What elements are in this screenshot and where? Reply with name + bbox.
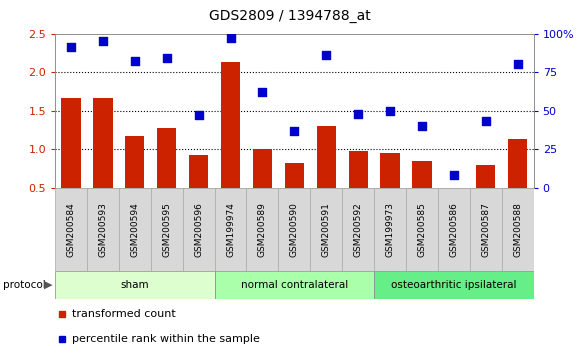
Bar — [374, 271, 534, 299]
Point — [226, 35, 235, 41]
Text: normal contralateral: normal contralateral — [241, 280, 348, 290]
Point — [162, 56, 171, 61]
Bar — [189, 155, 208, 226]
Text: GSM200587: GSM200587 — [481, 202, 490, 257]
Bar — [412, 161, 432, 226]
Point — [481, 119, 490, 124]
Text: GSM200588: GSM200588 — [513, 202, 522, 257]
Text: ▶: ▶ — [44, 280, 52, 290]
Point — [130, 58, 139, 64]
Text: GSM200586: GSM200586 — [450, 202, 458, 257]
Bar — [55, 188, 87, 271]
Bar — [55, 271, 215, 299]
Bar — [246, 188, 278, 271]
Bar — [444, 222, 463, 226]
Bar — [119, 188, 151, 271]
Point — [66, 45, 75, 50]
Text: osteoarthritic ipsilateral: osteoarthritic ipsilateral — [391, 280, 517, 290]
Text: GSM199973: GSM199973 — [386, 202, 394, 257]
Bar — [125, 136, 144, 226]
Text: GSM200590: GSM200590 — [290, 202, 299, 257]
Bar — [317, 126, 336, 226]
Bar — [285, 163, 304, 226]
Bar — [502, 188, 534, 271]
Point — [258, 89, 267, 95]
Bar — [87, 188, 119, 271]
Bar — [374, 188, 406, 271]
Text: GSM200594: GSM200594 — [130, 202, 139, 257]
Text: GSM200591: GSM200591 — [322, 202, 331, 257]
Point — [417, 123, 426, 129]
Bar — [476, 165, 495, 226]
Text: GSM200589: GSM200589 — [258, 202, 267, 257]
Point — [98, 39, 108, 44]
Bar — [183, 188, 215, 271]
Bar — [438, 188, 470, 271]
Point — [449, 172, 458, 178]
Bar — [215, 271, 374, 299]
Point — [353, 111, 362, 116]
Text: protocol: protocol — [3, 280, 46, 290]
Text: percentile rank within the sample: percentile rank within the sample — [72, 333, 260, 344]
Bar — [349, 151, 368, 226]
Bar — [380, 153, 400, 226]
Text: GSM200585: GSM200585 — [418, 202, 426, 257]
Bar — [215, 188, 246, 271]
Bar — [93, 98, 113, 226]
Bar — [406, 188, 438, 271]
Point — [385, 108, 394, 113]
Bar — [342, 188, 374, 271]
Text: GSM200592: GSM200592 — [354, 202, 362, 257]
Bar — [61, 98, 81, 226]
Text: GSM200596: GSM200596 — [194, 202, 203, 257]
Bar — [253, 149, 272, 226]
Text: GDS2809 / 1394788_at: GDS2809 / 1394788_at — [209, 9, 371, 23]
Point — [321, 52, 331, 58]
Bar — [310, 188, 342, 271]
Bar — [508, 139, 527, 226]
Bar — [470, 188, 502, 271]
Point — [513, 62, 522, 67]
Bar — [221, 62, 240, 226]
Point — [194, 113, 203, 118]
Text: GSM200593: GSM200593 — [99, 202, 107, 257]
Bar — [157, 129, 176, 226]
Bar — [278, 188, 310, 271]
Text: GSM200584: GSM200584 — [67, 202, 75, 257]
Text: GSM199974: GSM199974 — [226, 202, 235, 257]
Text: sham: sham — [121, 280, 149, 290]
Point — [289, 128, 299, 133]
Text: transformed count: transformed count — [72, 309, 176, 320]
Bar — [151, 188, 183, 271]
Text: GSM200595: GSM200595 — [162, 202, 171, 257]
